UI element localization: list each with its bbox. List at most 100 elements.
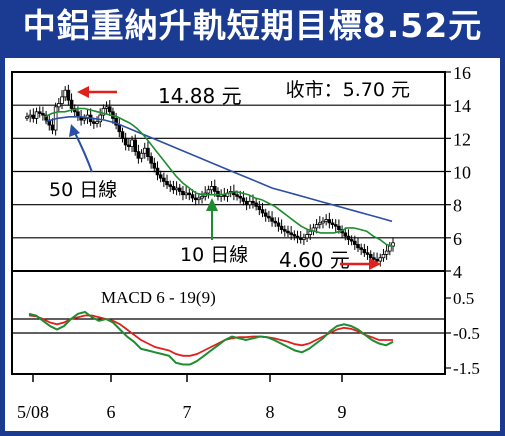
macd-title: MACD 6 - 19(9) (101, 288, 216, 307)
price-candle (270, 217, 274, 222)
price-tick-label: 16 (453, 63, 471, 83)
price-candle (298, 237, 303, 240)
price-candle (69, 99, 74, 109)
ma10-line (44, 107, 394, 247)
price-candle (391, 242, 395, 247)
price-candle (193, 197, 198, 201)
price-candle (359, 247, 363, 250)
price-candle (158, 174, 163, 179)
price-candle (142, 147, 147, 154)
price-candle (235, 194, 239, 197)
macd-tick-label: 0.5 (453, 289, 474, 308)
price-candle (295, 235, 300, 239)
price-candle (31, 114, 36, 119)
price-candle (120, 131, 125, 139)
price-candle (152, 162, 157, 169)
price-candle (200, 195, 204, 199)
x-tick-label: 5/08 (17, 402, 49, 422)
price-candle (28, 114, 32, 118)
price-candle (187, 192, 192, 196)
price-candle (368, 254, 373, 259)
price-candle (247, 200, 252, 206)
price-candle (273, 220, 278, 224)
price-candle (177, 187, 182, 192)
price-candle (254, 202, 258, 207)
price-candle (289, 232, 293, 235)
macd-tick-label: -0.5 (453, 324, 480, 343)
price-candle (82, 118, 87, 121)
price-candle (263, 212, 268, 217)
price-candle (353, 240, 357, 245)
price-candle (388, 245, 392, 252)
price-candle (362, 249, 367, 254)
price-candle (136, 151, 141, 159)
price-candle (378, 257, 383, 262)
low-label: 4.60 元 (279, 248, 350, 272)
x-tick-label: 9 (338, 402, 347, 422)
price-candle (57, 103, 61, 108)
ma50-pointer-head (69, 124, 80, 137)
price-candle (365, 252, 370, 255)
price-candle (44, 114, 48, 121)
price-candle (251, 200, 255, 204)
price-candle (181, 190, 185, 196)
price-candle (165, 181, 169, 186)
price-tick-label: 14 (453, 96, 471, 116)
price-candle (267, 215, 271, 219)
price-candle (356, 244, 360, 249)
price-candle (314, 224, 319, 229)
price-candle (292, 234, 297, 237)
price-candle (127, 144, 131, 148)
price-candle (372, 257, 376, 260)
macd-tick-label: -1.5 (453, 359, 480, 378)
price-candle (117, 124, 122, 133)
price-candle (276, 222, 281, 227)
price-candle (190, 194, 195, 199)
price-candle (238, 195, 243, 199)
price-candle (168, 184, 173, 187)
price-candle (25, 116, 29, 119)
price-candle (349, 239, 354, 242)
x-tick-label: 7 (183, 402, 192, 422)
price-tick-label: 8 (453, 196, 462, 216)
price-candle (123, 137, 128, 146)
price-candle (95, 121, 99, 124)
price-tick-label: 12 (453, 129, 471, 149)
close-price-label: 收市：5.70 元 (286, 79, 410, 101)
price-candle (279, 225, 284, 230)
price-tick-label: 10 (453, 163, 471, 183)
price-candle (146, 147, 150, 157)
price-candle (327, 219, 332, 224)
price-candle (209, 186, 214, 191)
price-candle (92, 121, 96, 124)
price-candle (60, 96, 64, 104)
ma10-pointer-head (206, 198, 218, 211)
price-candle (184, 192, 188, 196)
price-candle (321, 220, 325, 224)
price-candle (197, 197, 201, 201)
ma10-label: 10 日線 (180, 244, 248, 266)
price-candle (384, 250, 389, 255)
price-candle (149, 156, 153, 164)
price-candle (133, 139, 138, 153)
price-candle (330, 222, 335, 225)
price-candle (171, 186, 176, 191)
price-candle (212, 186, 217, 192)
price-candle (155, 167, 160, 176)
price-candle (244, 200, 249, 206)
price-candle (37, 111, 42, 114)
price-tick-label: 4 (453, 262, 462, 282)
price-candle (305, 234, 309, 239)
price-candle (98, 114, 103, 123)
price-candle (381, 254, 386, 259)
price-candle (333, 224, 338, 227)
price-candle (257, 205, 262, 211)
macd-line (28, 310, 394, 366)
high-label: 14.88 元 (158, 84, 242, 108)
price-tick-label: 6 (453, 229, 462, 249)
price-candle (130, 139, 134, 148)
price-candle (337, 225, 341, 230)
price-candle (216, 190, 220, 197)
price-candle (66, 89, 71, 101)
